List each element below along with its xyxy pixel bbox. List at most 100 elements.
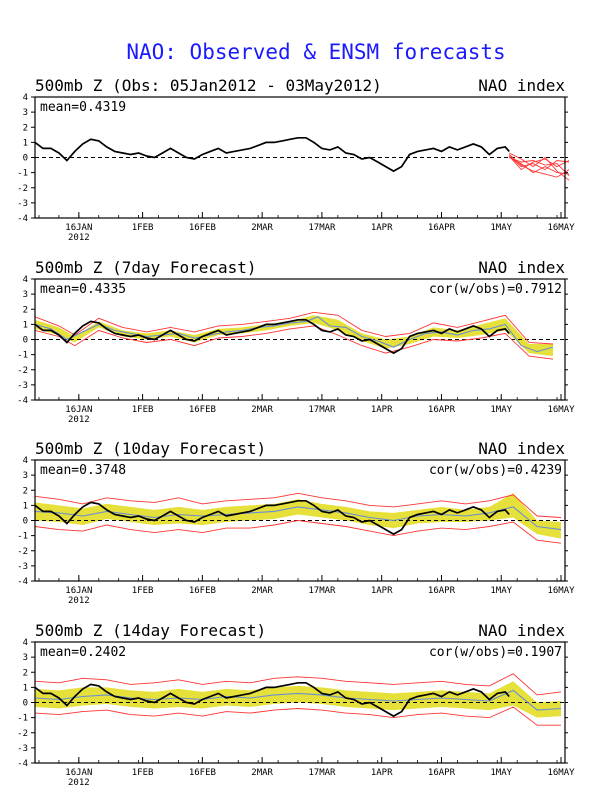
- x-tick-label: 1FEB: [132, 223, 154, 233]
- x-tick-label: 17MAR: [308, 405, 336, 415]
- y-tick-label: 3: [23, 108, 28, 118]
- y-tick-label: 1: [23, 320, 28, 330]
- y-tick-label: -3: [17, 562, 28, 572]
- ensemble-line-1: [34, 492, 562, 518]
- x-tick-label: 16MAY: [547, 768, 575, 778]
- y-tick-label: 0: [23, 336, 28, 346]
- y-tick-label: -4: [17, 214, 28, 224]
- y-tick-label: 0: [23, 517, 28, 527]
- y-tick-label: -4: [17, 759, 28, 769]
- ensemble-line-2: [34, 520, 562, 544]
- observed-line: [34, 136, 510, 173]
- x-tick-label: 1APR: [371, 768, 393, 778]
- x-tick-label: 16APR: [428, 768, 456, 778]
- y-tick-label: 0: [23, 699, 28, 709]
- panel-title: 500mb Z (10day Forecast): [35, 439, 266, 458]
- x-tick-label: 2MAR: [251, 586, 273, 596]
- y-tick-label: 2: [23, 668, 28, 678]
- x-tick-label: 1FEB: [132, 405, 154, 415]
- ensemble-line-2: [34, 706, 561, 726]
- y-tick-label: -3: [17, 381, 28, 391]
- year-label: 2012: [68, 778, 90, 788]
- ensemble-line-5: [508, 155, 570, 171]
- x-tick-label: 1MAY: [490, 586, 512, 596]
- x-tick-label: 16FEB: [189, 586, 216, 596]
- y-tick-label: 3: [23, 290, 28, 300]
- x-tick-label: 1MAY: [490, 223, 512, 233]
- y-tick-label: 4: [23, 275, 28, 285]
- x-tick-label: 1APR: [371, 405, 393, 415]
- ensemble-line-3: [509, 157, 570, 177]
- ensemble-line-2: [508, 154, 570, 178]
- panel-index-label: NAO index: [478, 621, 565, 640]
- panel-index-label: NAO index: [478, 439, 565, 458]
- y-tick-label: 3: [23, 653, 28, 663]
- y-tick-label: 0: [23, 154, 28, 164]
- x-tick-label: 2MAR: [251, 768, 273, 778]
- y-tick-label: -2: [17, 366, 28, 376]
- x-tick-label: 1MAY: [490, 405, 512, 415]
- x-tick-label: 1FEB: [132, 586, 154, 596]
- panel-1: 4 3 2 1 0 -1 -2 -3 -4 16JAN 1FEB 16FEB 2MAR 17MAR 1APR…: [17, 76, 575, 243]
- mean-label: mean=0.4319: [40, 100, 126, 115]
- panel-title: 500mb Z (7day Forecast): [35, 258, 257, 277]
- spread-band: [35, 681, 561, 718]
- y-tick-label: 3: [23, 471, 28, 481]
- x-tick-label: 16APR: [428, 223, 456, 233]
- y-tick-label: 2: [23, 123, 28, 133]
- x-tick-label: 17MAR: [308, 223, 336, 233]
- y-tick-label: -1: [17, 169, 28, 179]
- x-tick-label: 2MAR: [251, 223, 273, 233]
- correlation-label: cor(w/obs)=0.1907: [429, 645, 562, 660]
- x-tick-label: 1FEB: [132, 768, 154, 778]
- year-label: 2012: [68, 233, 90, 243]
- panel-title: 500mb Z (14day Forecast): [35, 621, 266, 640]
- y-tick-label: 4: [23, 456, 28, 466]
- forecast-mean-line: [34, 316, 554, 353]
- ensemble-line-2: [34, 325, 554, 360]
- y-tick-label: 2: [23, 486, 28, 496]
- x-tick-label: 16JAN: [65, 586, 92, 596]
- x-tick-label: 16JAN: [65, 768, 92, 778]
- x-tick-label: 17MAR: [308, 768, 336, 778]
- correlation-label: cor(w/obs)=0.4239: [429, 463, 562, 478]
- y-tick-label: -2: [17, 729, 28, 739]
- mean-label: mean=0.2402: [40, 645, 126, 660]
- y-tick-label: -3: [17, 744, 28, 754]
- y-tick-label: 4: [23, 638, 28, 648]
- x-tick-label: 16MAY: [547, 223, 575, 233]
- figure-title: NAO: Observed & ENSM forecasts: [126, 40, 505, 64]
- year-label: 2012: [68, 415, 90, 425]
- y-tick-label: -4: [17, 396, 28, 406]
- panel-3: 4 3 2 1 0 -1 -2 -3 -4 16JAN 1FEB 16FEB 2MAR 17MAR 1APR…: [17, 439, 575, 606]
- y-tick-label: -2: [17, 547, 28, 557]
- year-label: 2012: [68, 596, 90, 606]
- y-tick-label: -2: [17, 184, 28, 194]
- x-tick-label: 17MAR: [308, 586, 336, 596]
- y-tick-label: 1: [23, 138, 28, 148]
- ensemble-line-1: [34, 673, 562, 696]
- observed-line: [34, 318, 510, 355]
- forecast-mean-line: [34, 689, 562, 711]
- mean-label: mean=0.4335: [40, 282, 126, 297]
- correlation-label: cor(w/obs)=0.7912: [429, 282, 562, 297]
- y-tick-label: 1: [23, 501, 28, 511]
- x-tick-label: 16JAN: [65, 223, 92, 233]
- x-tick-label: 1APR: [371, 223, 393, 233]
- panel-title: 500mb Z (Obs: 05Jan2012 - 03May2012): [35, 76, 382, 95]
- x-tick-label: 16MAY: [547, 586, 575, 596]
- y-tick-label: -1: [17, 351, 28, 361]
- x-tick-label: 16FEB: [189, 405, 216, 415]
- x-tick-label: 16FEB: [189, 223, 216, 233]
- panel-2: 4 3 2 1 0 -1 -2 -3 -4 16JAN 1FEB 16FEB 2MAR 17MAR 1APR…: [17, 258, 575, 425]
- forecast-mean-line: [34, 506, 562, 531]
- y-tick-label: -3: [17, 199, 28, 209]
- x-tick-label: 16FEB: [189, 768, 216, 778]
- x-tick-label: 16APR: [428, 405, 456, 415]
- panel-index-label: NAO index: [478, 258, 565, 277]
- panel-index-label: NAO index: [478, 76, 565, 95]
- mean-label: mean=0.3748: [40, 463, 126, 478]
- x-tick-label: 1MAY: [490, 768, 512, 778]
- observed-line: [34, 681, 510, 718]
